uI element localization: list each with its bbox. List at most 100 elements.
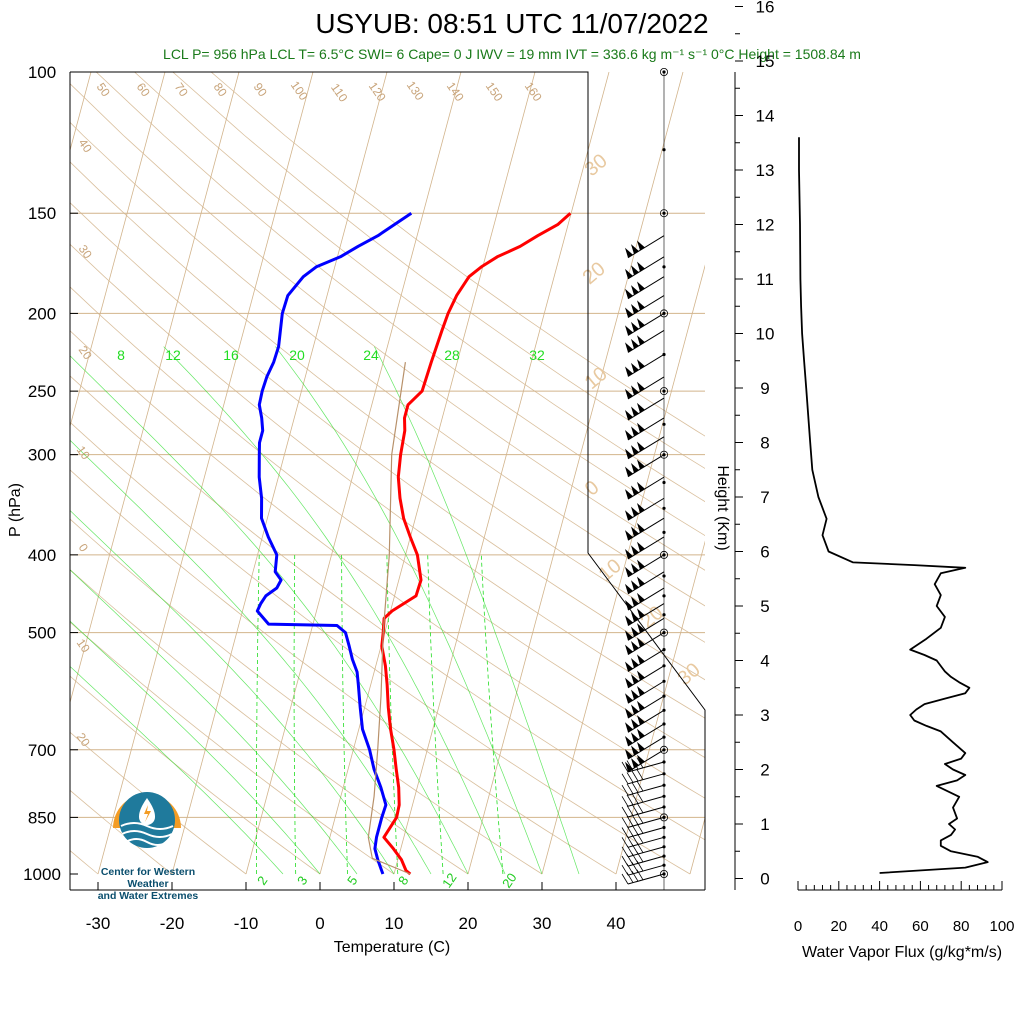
wind-axis-dot xyxy=(662,722,666,726)
y-tick-label: 200 xyxy=(28,304,56,323)
dry-adiabat-top-label: 130 xyxy=(404,78,427,103)
wind-barb-pennant xyxy=(637,402,645,413)
dry-adiabat-line xyxy=(134,72,705,503)
wind-axis-dot xyxy=(662,613,666,617)
isotherm-right-label: 10 xyxy=(595,555,626,586)
wind-axis-ring xyxy=(660,550,669,559)
wind-axis-dot xyxy=(662,553,666,557)
dry-adiabat-top-label: 90 xyxy=(251,80,270,99)
dry-adiabat-line xyxy=(70,469,617,875)
y-tick-label: 400 xyxy=(28,546,56,565)
wind-barb-pennant xyxy=(625,615,633,626)
isotherm-line xyxy=(541,264,705,875)
height-tick-label: 10 xyxy=(756,325,775,344)
dry-adiabat-line xyxy=(70,789,173,875)
y-axis-label: P (hPa) xyxy=(7,483,24,537)
y-tick-label: 300 xyxy=(28,446,56,465)
height-tick-label: 7 xyxy=(760,488,769,507)
wind-axis-ring xyxy=(660,813,669,822)
wind-barb-staff xyxy=(627,816,665,828)
isotherm-left-label: 0 xyxy=(76,541,91,555)
height-tick-label: 3 xyxy=(760,706,769,725)
height-tick-label: 6 xyxy=(760,543,769,562)
dry-adiabat-top-label: 160 xyxy=(522,79,545,104)
wind-axis-dot xyxy=(662,863,666,867)
wind-barb-feather xyxy=(621,806,629,818)
flux-x-tick-label: 40 xyxy=(871,918,888,935)
mixing-ratio-line xyxy=(255,554,260,874)
wind-barb-pennant xyxy=(625,342,633,353)
wind-barb-staff xyxy=(627,836,665,848)
moist-adiabat-line xyxy=(70,439,432,875)
height-tick-label: 5 xyxy=(760,597,769,616)
wind-barb-feather xyxy=(626,815,634,827)
skew-t-frame xyxy=(69,68,706,891)
wind-barb-staff xyxy=(627,873,665,885)
wind-barb-pennant xyxy=(637,576,645,587)
dry-adiabat-line xyxy=(70,121,705,607)
wind-barb-pennant xyxy=(625,677,633,688)
isotherm-line xyxy=(393,72,610,875)
wind-axis-dot xyxy=(662,825,666,830)
wind-barb-staff xyxy=(627,855,665,867)
wind-barb-pennant xyxy=(637,300,645,311)
wind-axis-dot xyxy=(662,648,666,652)
wind-barb-pennant xyxy=(637,335,645,346)
wind-axis-ring xyxy=(660,628,669,637)
isotherm-right-label: 20 xyxy=(579,258,610,289)
wind-axis-dot xyxy=(662,506,666,510)
mixing-ratio-label: 3 xyxy=(294,873,310,888)
moist-adiabat-label: 28 xyxy=(444,347,460,363)
wind-axis-dot xyxy=(662,815,666,820)
wind-barb-pennant xyxy=(637,559,645,570)
wind-axis-ring xyxy=(660,209,669,218)
height-tick-label: 13 xyxy=(756,161,775,180)
wind-barb-feather xyxy=(626,835,634,847)
wind-barb-feather xyxy=(626,872,634,883)
wind-barb-pennant xyxy=(631,674,639,685)
wind-barb-pennant xyxy=(631,362,639,373)
height-tick-label: 0 xyxy=(760,870,769,889)
wind-barb-pennant xyxy=(631,506,639,517)
wind-barb-staff xyxy=(627,864,665,876)
wind-barb-pennant xyxy=(637,715,645,726)
wind-barb-feather xyxy=(631,770,639,782)
flux-y-axis-label: Height (Km) xyxy=(714,465,731,550)
wind-barb-pennant xyxy=(631,385,639,396)
wind-axis-dot xyxy=(662,783,666,787)
wind-axis-ring xyxy=(660,68,669,77)
height-tick-label: 2 xyxy=(760,761,769,780)
x-tick-label: 20 xyxy=(459,914,478,933)
height-tick-label: 14 xyxy=(756,107,775,126)
wind-barb-pennant xyxy=(631,758,639,769)
skew-t-background xyxy=(70,72,705,875)
dry-adiabat-line xyxy=(210,72,705,437)
wind-barb-pennant xyxy=(637,481,645,492)
moist-adiabat-line xyxy=(70,665,284,875)
wind-barb-pennant xyxy=(625,630,633,641)
cw3e-logo xyxy=(113,792,181,848)
wind-barb-feather xyxy=(621,873,629,885)
moist-adiabat-line xyxy=(70,355,469,875)
wind-barb-feather xyxy=(621,864,629,876)
wind-barb-pennant xyxy=(625,749,633,760)
wind-axis-dot xyxy=(662,265,666,269)
wind-barb-feather xyxy=(621,846,629,858)
wind-barb-feather xyxy=(626,794,634,806)
wind-barb-pennant xyxy=(637,637,645,648)
wind-barb-pennant xyxy=(631,285,639,296)
wind-barb-pennant xyxy=(637,318,645,329)
wind-axis-dot xyxy=(662,679,666,683)
dry-adiabat-line xyxy=(70,161,705,643)
y-tick-label: 850 xyxy=(28,808,56,827)
isotherm-line xyxy=(97,72,314,875)
wind-barb-pennant xyxy=(631,338,639,349)
mixing-ratio-line xyxy=(386,554,399,875)
wind-barb-pennant xyxy=(631,445,639,456)
wind-barbs xyxy=(621,235,665,885)
wind-axis-dot xyxy=(662,694,666,698)
wind-barb-staff xyxy=(627,761,665,773)
wind-barb-pennant xyxy=(637,503,645,514)
wind-barb-feather xyxy=(626,772,634,783)
